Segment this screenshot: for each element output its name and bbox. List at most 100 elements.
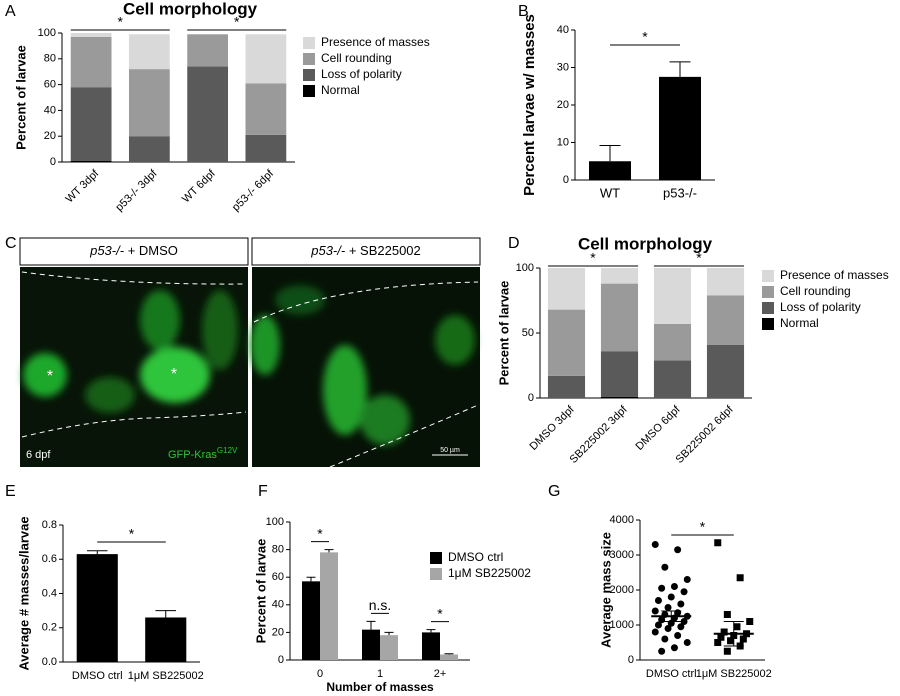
significance-label: * bbox=[642, 29, 648, 45]
legend-swatch bbox=[762, 286, 774, 298]
panel-label: E bbox=[5, 483, 16, 500]
bar-segment bbox=[187, 34, 229, 67]
x-tick-label: 1μM SB225002 bbox=[696, 668, 772, 680]
bar-segment bbox=[128, 136, 170, 162]
bar-segment bbox=[706, 344, 745, 398]
y-tick-label: 40 bbox=[272, 599, 284, 611]
y-tick-label: 60 bbox=[272, 571, 284, 583]
bar-segment bbox=[245, 34, 287, 84]
superscript: G12V bbox=[217, 446, 238, 455]
point bbox=[674, 546, 682, 554]
bar-segment bbox=[128, 34, 170, 70]
y-tick-label: 0.0 bbox=[42, 656, 57, 668]
x-tick-label: 1 bbox=[377, 668, 383, 680]
header-box bbox=[251, 237, 481, 266]
error-bar bbox=[306, 576, 316, 582]
bar-segment bbox=[600, 396, 639, 398]
point bbox=[654, 597, 662, 604]
significance-label: * bbox=[696, 250, 702, 266]
legend-swatch bbox=[430, 552, 442, 564]
y-tick-label: 100 bbox=[266, 516, 284, 528]
chart-title: Cell morphology bbox=[578, 234, 713, 253]
y-tick-label: 10 bbox=[557, 136, 569, 148]
y-tick-label: 2000 bbox=[610, 584, 634, 596]
error-bar bbox=[444, 653, 454, 655]
x-tick-label: DMSO ctrl bbox=[72, 670, 123, 682]
bar-segment bbox=[600, 283, 639, 352]
significance-label: * bbox=[590, 250, 596, 266]
significance-label: * bbox=[118, 14, 124, 30]
legend-label: Normal bbox=[780, 316, 819, 330]
bar bbox=[320, 552, 338, 660]
x-tick-label: 1μM SB225002 bbox=[128, 670, 204, 682]
point bbox=[714, 639, 722, 646]
error-bar bbox=[426, 629, 436, 633]
error-bar bbox=[723, 621, 744, 647]
y-tick-label: 0.8 bbox=[42, 519, 57, 531]
y-tick-label: 0 bbox=[50, 156, 56, 168]
point bbox=[664, 625, 672, 632]
bar-segment bbox=[653, 360, 692, 398]
legend-label: Cell rounding bbox=[321, 51, 392, 65]
x-tick-label: WT bbox=[600, 185, 620, 200]
point bbox=[723, 611, 731, 618]
x-tick-label: DMSO 6dpf bbox=[634, 403, 684, 453]
point bbox=[677, 600, 685, 608]
bar-segment bbox=[706, 295, 745, 345]
legend-label: Presence of masses bbox=[780, 268, 889, 282]
significance-label: * bbox=[317, 525, 323, 541]
point bbox=[654, 621, 662, 629]
legend-swatch bbox=[430, 568, 442, 580]
bar bbox=[422, 632, 440, 660]
point bbox=[727, 637, 735, 645]
y-tick-label: 20 bbox=[557, 99, 569, 111]
point bbox=[720, 628, 728, 636]
y-tick-label: 20 bbox=[272, 626, 284, 638]
outline bbox=[253, 281, 479, 468]
legend-label: Loss of polarity bbox=[780, 300, 861, 314]
y-axis-label: Percent of larvae bbox=[496, 281, 511, 386]
y-axis-label: Percent of larvae bbox=[253, 539, 268, 644]
x-tick-label: p53-/- 3dpf bbox=[113, 167, 160, 214]
y-tick-label: 80 bbox=[44, 53, 56, 65]
bar-segment bbox=[70, 33, 112, 37]
legend-swatch bbox=[303, 69, 315, 81]
chart-title: Cell morphology bbox=[123, 0, 258, 18]
legend-swatch bbox=[303, 85, 315, 97]
significance-label: n.s. bbox=[369, 597, 392, 613]
significance-label: * bbox=[129, 526, 135, 542]
treatment: + SB225002 bbox=[349, 243, 421, 258]
y-tick-label: 0.2 bbox=[42, 622, 57, 634]
error-bar bbox=[366, 620, 376, 630]
outline bbox=[21, 271, 247, 438]
x-tick-label: WT 6dpf bbox=[180, 167, 218, 205]
point bbox=[680, 588, 688, 596]
y-tick-label: 40 bbox=[557, 24, 569, 36]
reporter: GFP-Kras bbox=[168, 449, 217, 461]
point bbox=[677, 623, 685, 631]
bar bbox=[145, 617, 187, 662]
error-bar bbox=[324, 549, 334, 553]
y-tick-label: 60 bbox=[44, 79, 56, 91]
bar-segment bbox=[653, 323, 692, 361]
point bbox=[651, 628, 659, 636]
legend-label: Loss of polarity bbox=[321, 67, 402, 81]
point bbox=[661, 563, 669, 571]
point bbox=[674, 632, 682, 639]
fluorescence bbox=[23, 285, 475, 445]
point bbox=[733, 623, 741, 631]
bar bbox=[659, 76, 701, 180]
x-tick-label: DMSO 3dpf bbox=[528, 403, 578, 453]
bar-segment bbox=[187, 66, 229, 162]
y-tick-label: 20 bbox=[44, 130, 56, 142]
panel-label: D bbox=[508, 235, 520, 252]
bar bbox=[302, 581, 320, 660]
y-tick-label: 0 bbox=[278, 654, 284, 666]
point bbox=[736, 574, 744, 582]
panel-label: G bbox=[548, 483, 560, 500]
point bbox=[670, 644, 678, 652]
stage-label: 6 dpf bbox=[26, 449, 51, 461]
bar-segment bbox=[245, 83, 287, 135]
